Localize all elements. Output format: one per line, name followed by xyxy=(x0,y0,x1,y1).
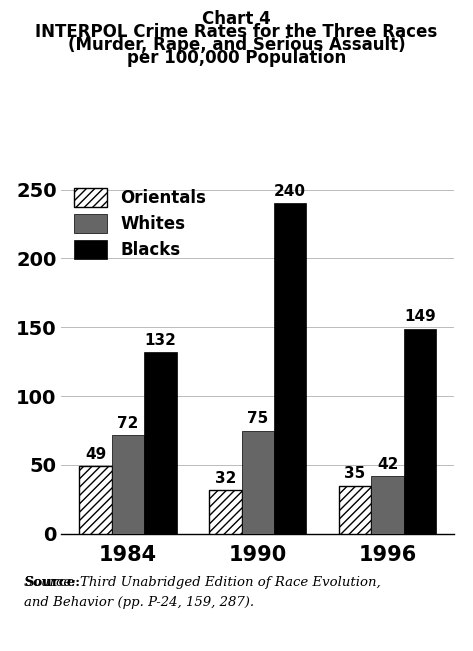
Text: 149: 149 xyxy=(404,309,436,324)
Text: 240: 240 xyxy=(274,184,306,199)
Bar xyxy=(112,435,144,534)
Text: 132: 132 xyxy=(145,333,176,348)
Text: per 100,000 Population: per 100,000 Population xyxy=(127,49,346,67)
Bar xyxy=(274,203,307,534)
Text: 75: 75 xyxy=(247,411,268,426)
Text: 49: 49 xyxy=(85,447,106,462)
Text: and Behavior (pp. P-24, 159, 287).: and Behavior (pp. P-24, 159, 287). xyxy=(24,596,254,609)
Text: (Murder, Rape, and Serious Assault): (Murder, Rape, and Serious Assault) xyxy=(68,36,405,54)
Bar xyxy=(339,486,371,534)
Text: 42: 42 xyxy=(377,457,398,472)
Text: 35: 35 xyxy=(344,467,366,482)
Text: Chart 4: Chart 4 xyxy=(202,10,271,28)
Text: INTERPOL Crime Rates for the Three Races: INTERPOL Crime Rates for the Three Races xyxy=(35,23,438,41)
Bar xyxy=(144,352,177,534)
Bar xyxy=(371,476,404,534)
Text: Source:: Source: xyxy=(24,576,80,589)
Text: 32: 32 xyxy=(215,471,236,486)
Bar xyxy=(209,490,242,534)
Bar xyxy=(404,329,436,534)
Text: Source: Third Unabridged Edition of Race Evolution,: Source: Third Unabridged Edition of Race… xyxy=(24,576,380,589)
Bar xyxy=(242,430,274,534)
Bar xyxy=(79,466,112,534)
Text: 72: 72 xyxy=(117,415,139,430)
Legend: Orientals, Whites, Blacks: Orientals, Whites, Blacks xyxy=(74,187,206,258)
